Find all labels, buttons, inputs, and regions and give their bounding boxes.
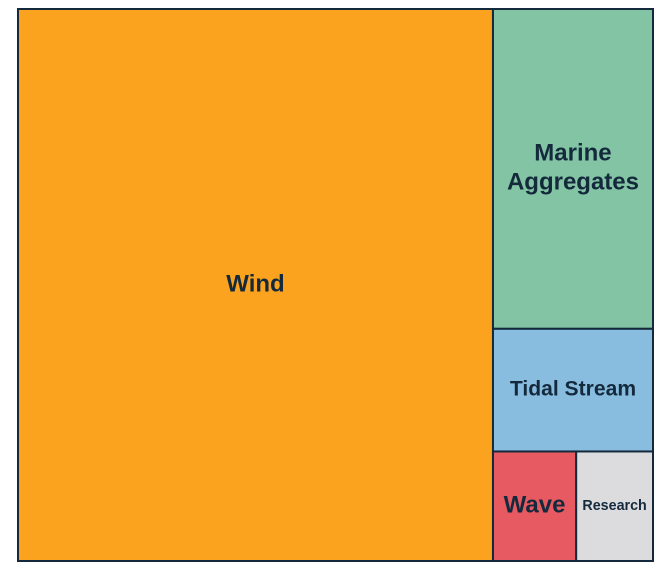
tile xyxy=(491,8,655,330)
tile-label-line: Marine xyxy=(534,140,611,167)
tile-label: Wave xyxy=(504,492,566,519)
tile-label: Wind xyxy=(226,270,284,297)
tile xyxy=(491,327,655,453)
tile-label: Tidal Stream xyxy=(510,378,636,401)
tile xyxy=(17,8,494,562)
tile-label-line: Aggregates xyxy=(507,169,639,196)
tile-label: Marine Aggregates xyxy=(507,140,639,196)
tile-label: Research xyxy=(582,498,646,514)
tile xyxy=(491,450,578,563)
tile xyxy=(575,450,655,563)
